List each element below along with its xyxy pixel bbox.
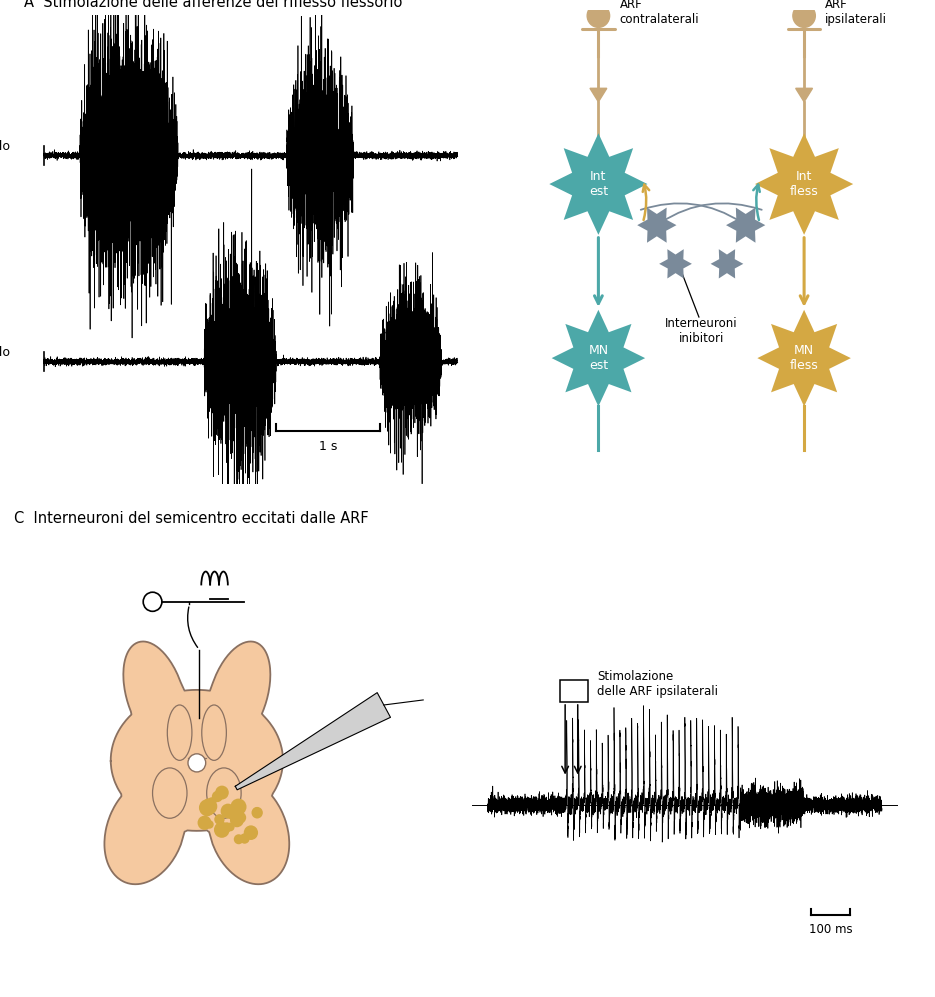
Circle shape	[793, 4, 815, 27]
Circle shape	[222, 823, 232, 832]
Ellipse shape	[110, 690, 283, 831]
Text: ARF
ipsilaterali: ARF ipsilaterali	[826, 0, 887, 26]
Text: MN
est: MN est	[588, 344, 609, 372]
Polygon shape	[550, 134, 647, 235]
Polygon shape	[726, 207, 765, 242]
Circle shape	[203, 808, 211, 817]
Circle shape	[212, 791, 223, 803]
Circle shape	[188, 754, 206, 772]
Circle shape	[199, 821, 207, 828]
Circle shape	[587, 4, 610, 27]
Circle shape	[239, 833, 250, 843]
Circle shape	[197, 816, 211, 830]
Text: C  Interneuroni del semicentro eccitati dalle ARF: C Interneuroni del semicentro eccitati d…	[14, 511, 368, 526]
Polygon shape	[755, 134, 853, 235]
Ellipse shape	[208, 778, 289, 884]
Ellipse shape	[105, 778, 186, 884]
Polygon shape	[590, 89, 607, 102]
Circle shape	[221, 804, 236, 819]
Circle shape	[143, 592, 162, 611]
Text: A  Stimolazione delle afferenze del riflesso flessorio: A Stimolazione delle afferenze del rifle…	[23, 0, 402, 10]
Circle shape	[234, 834, 244, 844]
Ellipse shape	[207, 641, 270, 749]
Ellipse shape	[123, 641, 187, 749]
Circle shape	[244, 826, 258, 840]
Text: MN
fless: MN fless	[790, 344, 818, 372]
Text: ARF
contralaterali: ARF contralaterali	[619, 0, 699, 26]
Circle shape	[252, 807, 263, 819]
Circle shape	[208, 798, 216, 807]
Text: Int
est: Int est	[589, 170, 608, 198]
Text: Int
fless: Int fless	[790, 170, 818, 198]
Circle shape	[235, 812, 246, 824]
Text: Nervo di
un muscolo
estensore: Nervo di un muscolo estensore	[0, 331, 10, 374]
Text: 100 ms: 100 ms	[809, 922, 853, 935]
Polygon shape	[711, 249, 743, 278]
Polygon shape	[757, 310, 851, 407]
Circle shape	[201, 799, 217, 815]
Circle shape	[226, 823, 235, 831]
Circle shape	[230, 814, 244, 828]
Circle shape	[252, 808, 260, 815]
Polygon shape	[659, 249, 692, 278]
Polygon shape	[796, 89, 813, 102]
Circle shape	[199, 800, 215, 817]
Text: Stimolazione
delle ARF ipsilaterali: Stimolazione delle ARF ipsilaterali	[597, 670, 718, 698]
Circle shape	[230, 799, 247, 816]
Polygon shape	[638, 207, 677, 242]
FancyBboxPatch shape	[560, 680, 588, 702]
Circle shape	[215, 786, 229, 800]
Circle shape	[226, 808, 237, 820]
Circle shape	[221, 807, 231, 817]
Circle shape	[214, 815, 224, 825]
Polygon shape	[236, 693, 391, 790]
Text: Interneuroni
inibitori: Interneuroni inibitori	[665, 317, 738, 345]
Circle shape	[206, 821, 214, 829]
Circle shape	[214, 822, 230, 837]
Text: Nervo di
un muscolo
flessore: Nervo di un muscolo flessore	[0, 125, 10, 167]
Polygon shape	[552, 310, 645, 407]
Text: 1 s: 1 s	[319, 441, 338, 454]
